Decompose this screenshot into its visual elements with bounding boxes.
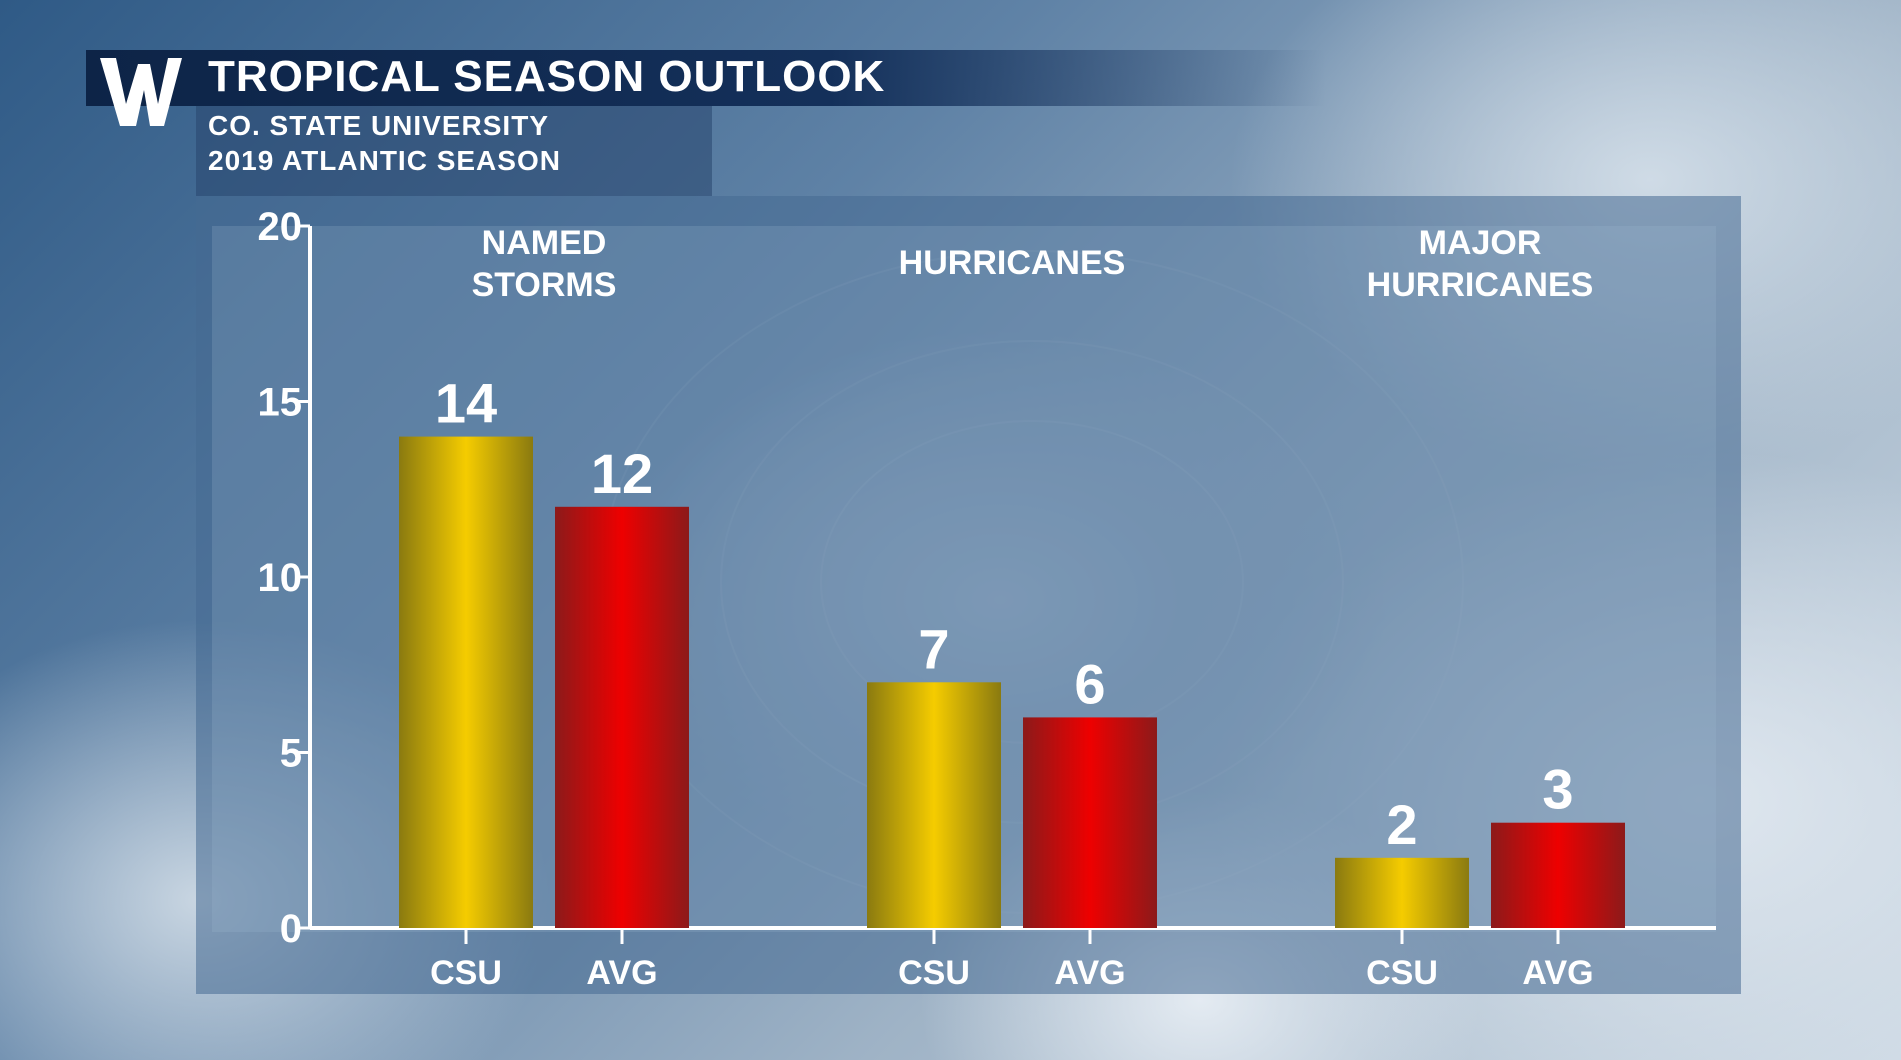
bar-csu [399,436,533,928]
title-bar [86,50,1326,106]
bar-csu [1335,857,1469,928]
subtitle-source: CO. STATE UNIVERSITY [208,110,549,141]
group-label: NAMED [482,224,607,262]
group-label: STORMS [472,266,617,304]
y-tick-label: 10 [258,556,303,600]
bar-value-label: 7 [918,617,949,680]
x-tick-label: AVG [1054,954,1125,992]
group-label: HURRICANES [1367,266,1594,304]
bar-value-label: 14 [435,372,497,435]
logo-w-icon [100,58,182,126]
y-tick-label: 0 [280,907,302,951]
x-tick-label: CSU [430,954,502,992]
bar-avg [555,506,689,928]
x-tick-label: CSU [898,954,970,992]
bar-value-label: 3 [1542,758,1573,821]
subtitle-box [196,106,712,196]
weather-nation-logo [98,54,184,130]
bar-value-label: 2 [1386,793,1417,856]
y-tick-label: 5 [280,732,302,776]
y-tick-label: 15 [258,381,303,425]
group-label: MAJOR [1419,224,1542,262]
bar-avg [1023,717,1157,928]
y-tick-label: 20 [258,205,303,249]
x-tick-label: AVG [586,954,657,992]
subtitle-season: 2019 ATLANTIC SEASON [208,145,561,176]
x-tick-label: AVG [1522,954,1593,992]
bar-csu [867,682,1001,928]
chart-title: TROPICAL SEASON OUTLOOK [208,52,886,101]
bar-value-label: 12 [591,442,653,505]
group-label: HURRICANES [899,244,1126,282]
x-tick-label: CSU [1366,954,1438,992]
bar-value-label: 6 [1074,652,1105,715]
bar-avg [1491,822,1625,928]
